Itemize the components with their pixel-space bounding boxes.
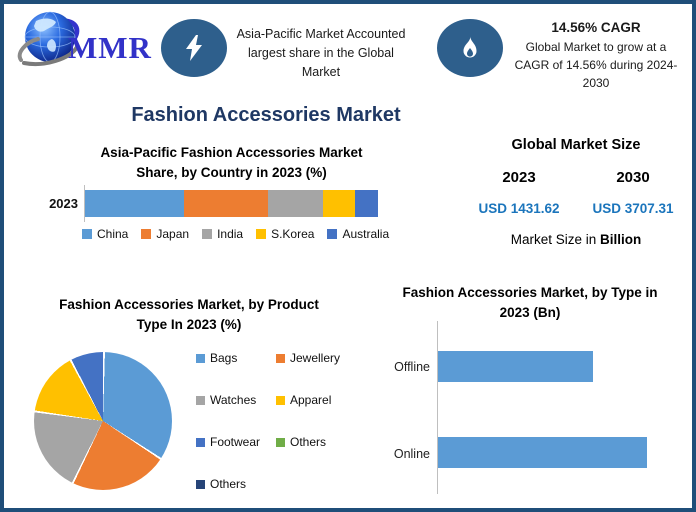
legend-item-bags: Bags <box>196 351 276 365</box>
legend-label: Japan <box>156 227 190 241</box>
caption-prefix: Market Size in <box>510 232 597 247</box>
panel-years-row: 2023 2030 <box>462 169 690 186</box>
globe-icon <box>17 11 80 66</box>
hbar <box>438 437 647 468</box>
legend-item-others: Others <box>276 435 364 449</box>
callout-line: Market <box>301 64 341 79</box>
logo-wordmark: MMR <box>68 30 152 65</box>
legend-label: Australia <box>342 227 390 241</box>
pie-chart-title: Fashion Accessories Market, by Product T… <box>19 295 359 334</box>
legend-item-others: Others <box>196 477 276 491</box>
cagr-line: Global Market to grow at a <box>525 40 667 55</box>
stacked-segment-s-korea <box>322 190 355 217</box>
stacked-bar-track <box>85 190 378 217</box>
stacked-segment-china <box>85 190 184 217</box>
legend-marker-others <box>276 437 285 447</box>
flame-icon <box>463 36 477 58</box>
panel-values-row: USD 1431.62 USD 3707.31 <box>462 201 690 216</box>
legend-label: S.Korea <box>271 227 315 241</box>
chart-title-line: 2023 (Bn) <box>499 304 561 320</box>
year-2030-label: 2030 <box>616 169 650 186</box>
legend-label: Bags <box>210 351 238 365</box>
legend-item-jewellery: Jewellery <box>276 351 364 365</box>
callout-line: largest share in the Global <box>248 45 394 60</box>
legend-marker-india <box>202 229 213 239</box>
legend-item-footwear: Footwear <box>196 435 276 449</box>
legend-marker-bags <box>196 353 205 363</box>
legend-label: India <box>217 227 244 241</box>
legend-label: Others <box>290 435 327 449</box>
market-value-2023: USD 1431.62 <box>478 201 560 216</box>
stacked-bar-row: 2023 <box>32 190 378 217</box>
legend-marker-australia <box>327 229 338 239</box>
lightning-badge <box>161 19 227 77</box>
legend-label: Jewellery <box>290 351 341 365</box>
bar-label-online: Online <box>393 447 430 461</box>
pie-legend: Bags Jewellery Watches Apparel Footwear Other… <box>196 351 364 491</box>
legend-marker-footwear <box>196 437 205 447</box>
bar-label-offline: Offline <box>394 360 430 374</box>
legend-item-apparel: Apparel <box>276 393 364 407</box>
asia-pacific-callout: Asia-Pacific Market Accounted largest sh… <box>230 25 412 81</box>
legend-item-s-korea: S.Korea <box>256 227 314 241</box>
panel-title: Global Market Size <box>511 137 641 153</box>
callout-line: Asia-Pacific Market Accounted <box>236 27 406 41</box>
cagr-line: CAGR of 14.56% during 2024- <box>514 58 678 73</box>
cagr-value: 14.56% CAGR <box>551 20 641 35</box>
bar-chart-title: Fashion Accessories Market, by Type in 2… <box>372 283 688 322</box>
chart-title-line: Share, by Country in 2023 (%) <box>136 164 327 180</box>
legend-marker-japan <box>141 229 152 239</box>
hbar <box>438 351 593 382</box>
legend-item-china: China <box>82 227 128 241</box>
panel-caption: Market Size in Billion <box>462 232 690 247</box>
flame-badge <box>437 19 503 77</box>
cagr-callout: 14.56% CAGR Global Market to grow at a C… <box>508 18 684 92</box>
legend-item-watches: Watches <box>196 393 276 407</box>
legend-label: Others <box>210 477 247 491</box>
chart-title-line: Asia-Pacific Fashion Accessories Market <box>100 145 363 160</box>
chart-title-line: Type In 2023 (%) <box>136 316 242 332</box>
legend-item-australia: Australia <box>327 227 389 241</box>
legend-marker-others <box>196 479 205 489</box>
stacked-bar-category-label: 2023 <box>49 196 78 211</box>
stacked-segment-australia <box>354 190 378 217</box>
cagr-line: 2030 <box>582 76 610 91</box>
legend-label: Watches <box>210 393 257 407</box>
stacked-bar-chart-title: Asia-Pacific Fashion Accessories Market … <box>29 143 434 182</box>
legend-item-india: India <box>202 227 243 241</box>
legend-marker-china <box>82 229 92 239</box>
year-2023-label: 2023 <box>502 169 536 186</box>
legend-label: Apparel <box>290 393 332 407</box>
legend-item-japan: Japan <box>141 227 189 241</box>
lightning-icon <box>186 35 202 61</box>
legend-marker-apparel <box>276 395 285 405</box>
stacked-segment-india <box>267 190 323 217</box>
caption-unit: Billion <box>600 232 642 247</box>
stacked-segment-japan <box>183 190 268 217</box>
market-value-2030: USD 3707.31 <box>592 201 674 216</box>
legend-label: Footwear <box>210 435 261 449</box>
pie-chart <box>34 352 172 490</box>
legend-label: China <box>97 227 129 241</box>
stacked-bar-axis <box>84 185 85 222</box>
legend-marker-s-korea <box>256 229 267 239</box>
chart-title-line: Fashion Accessories Market, by Type in <box>402 285 658 300</box>
legend-marker-jewellery <box>276 353 285 363</box>
bar-chart-axis <box>437 321 438 494</box>
stacked-bar-legend: China Japan India S.Korea Australia <box>82 227 394 241</box>
global-market-size-panel: Global Market Size 2023 2030 USD 1431.62… <box>462 137 690 247</box>
chart-title-line: Fashion Accessories Market, by Product <box>59 297 319 312</box>
page-title: Fashion Accessories Market <box>131 104 401 126</box>
legend-marker-watches <box>196 395 205 405</box>
mmr-logo: MMR <box>14 8 154 80</box>
